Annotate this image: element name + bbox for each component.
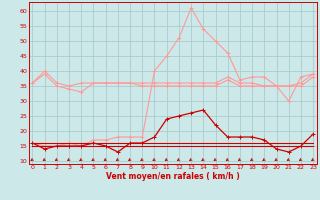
X-axis label: Vent moyen/en rafales ( km/h ): Vent moyen/en rafales ( km/h ) xyxy=(106,172,240,181)
